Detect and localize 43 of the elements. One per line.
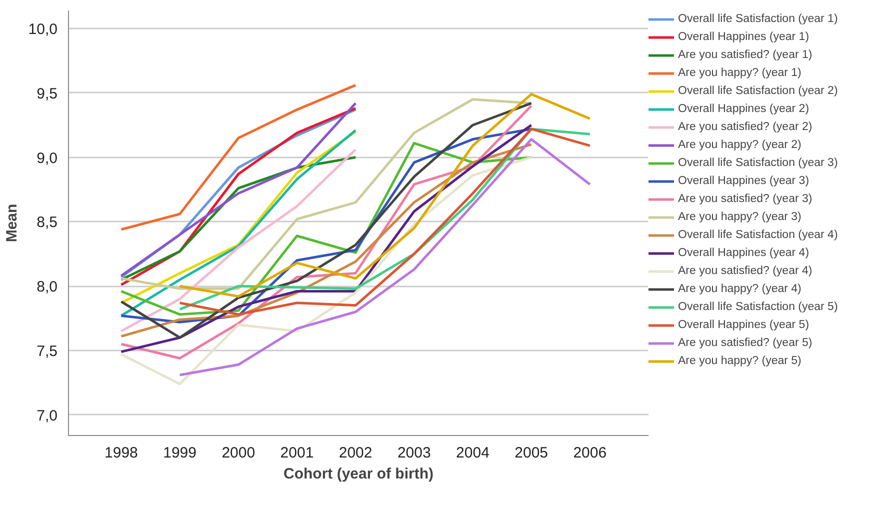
legend-label: Are you satisfied? (year 5) [678, 336, 812, 351]
x-tick-label: 2000 [222, 444, 256, 462]
legend-label: Are you satisfied? (year 3) [678, 192, 812, 207]
y-tick-label: 7,5 [36, 343, 58, 360]
line-series [178, 92, 592, 298]
line-series [120, 148, 357, 332]
line-series [120, 84, 357, 231]
legend-label: Overall Happines (year 2) [678, 102, 810, 117]
legend-label: Overall life Satisfaction (year 5) [678, 300, 838, 315]
legend-label: Are you happy? (year 4) [678, 282, 802, 297]
x-tick-label: 1999 [163, 444, 197, 462]
legend-label: Are you happy? (year 5) [678, 354, 802, 369]
legend-label: Overall life Satisfaction (year 2) [678, 84, 838, 99]
legend-label: Overall life Satisfaction (year 4) [678, 228, 838, 243]
legend-label: Overall life Satisfaction (year 1) [678, 12, 838, 27]
y-axis-title: Mean [3, 204, 20, 242]
legend-label: Overall life Satisfaction (year 3) [678, 156, 838, 171]
legend-label: Are you satisfied? (year 2) [678, 120, 812, 135]
line-series [120, 98, 533, 290]
legend-label: Overall Happines (year 3) [678, 174, 810, 189]
y-tick-label: 9,5 [36, 85, 58, 102]
y-tick-label: 8,0 [36, 278, 58, 296]
x-tick-label: 2003 [397, 444, 431, 462]
legend-label: Are you happy? (year 2) [678, 138, 802, 153]
legend-label: Overall Happines (year 1) [678, 30, 810, 45]
x-axis-title: Cohort (year of birth) [284, 466, 434, 482]
y-tick-label: 7,0 [36, 407, 58, 424]
x-tick-label: 2005 [514, 444, 548, 462]
x-tick-label: 1998 [104, 444, 138, 462]
line-series [178, 138, 592, 376]
x-tick-label: 2006 [573, 444, 607, 462]
x-tick-label: 2001 [280, 444, 314, 462]
legend-label: Are you satisfied? (year 4) [678, 264, 812, 279]
x-tick-label: 2004 [456, 444, 490, 462]
y-tick-label: 9,0 [36, 150, 58, 167]
y-tick-label: 8,5 [36, 214, 58, 232]
legend-label: Are you happy? (year 3) [678, 210, 802, 225]
legend-label: Are you happy? (year 1) [678, 66, 802, 81]
y-tick-label: 10,0 [28, 21, 58, 38]
x-tick-label: 2002 [338, 444, 372, 462]
legend-label: Overall Happines (year 4) [678, 246, 810, 261]
legend-label: Are you satisfied? (year 1) [678, 48, 812, 63]
legend-label: Overall Happines (year 5) [678, 318, 810, 333]
